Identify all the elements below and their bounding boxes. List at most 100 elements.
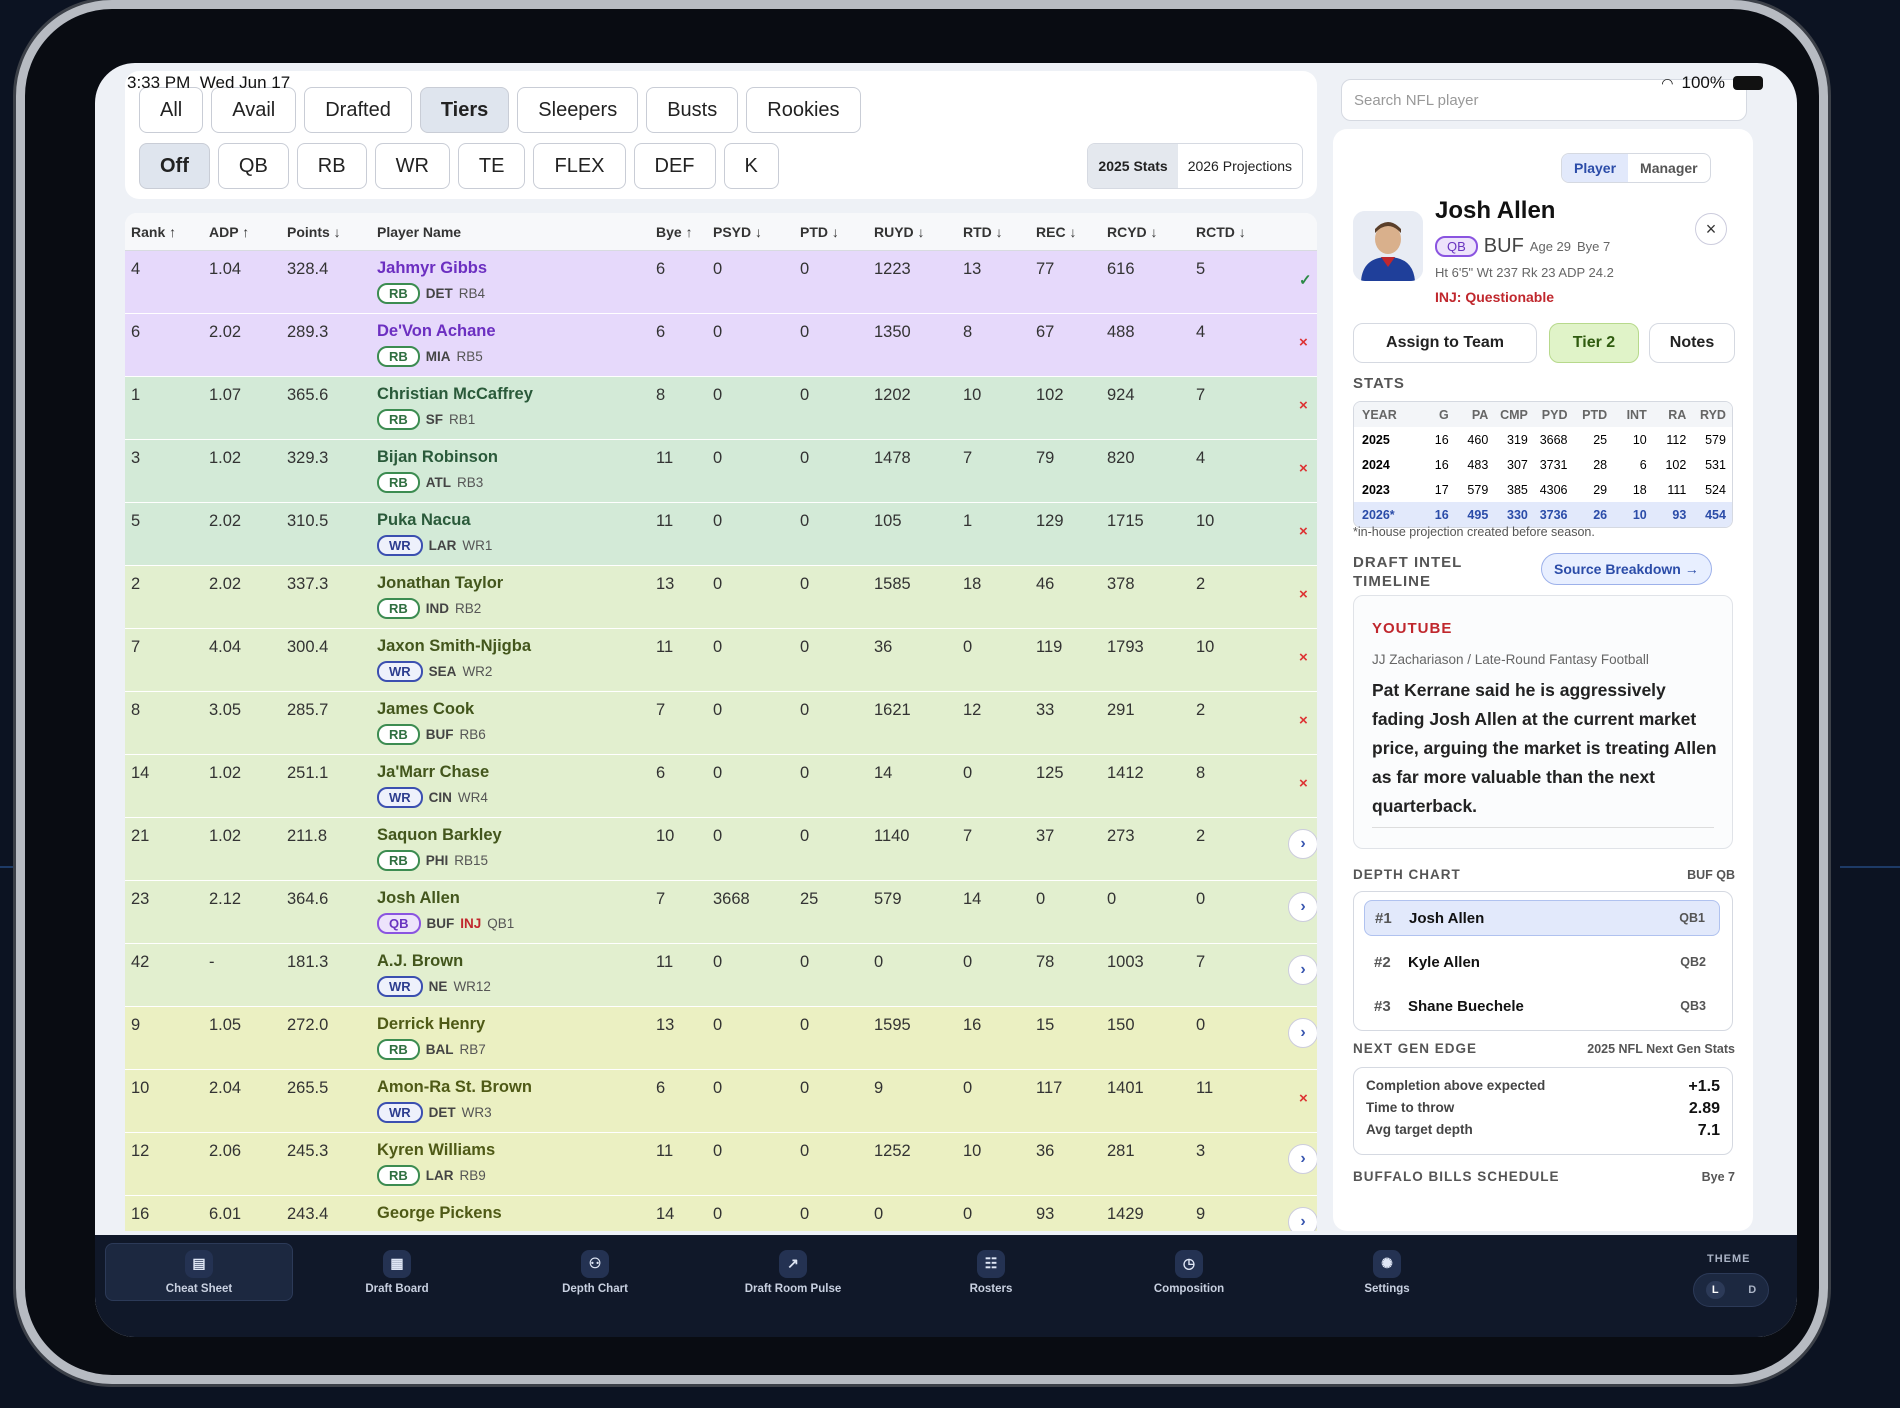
player-name-link[interactable]: Saquon Barkley (377, 826, 502, 844)
player-name-link[interactable]: Jahmyr Gibbs (377, 259, 488, 277)
player-name-link[interactable]: Jaxon Smith-Njigba (377, 637, 532, 655)
table-row[interactable]: 9 1.05 272.0 13 0 0 1595 16 15 150 0 Derrick Henry R… (125, 1007, 1317, 1070)
position-chip-def[interactable]: DEF (633, 143, 716, 189)
chip-drafted[interactable]: Drafted (304, 87, 412, 133)
nav-draft-board[interactable]: ▦ Draft Board (303, 1243, 491, 1301)
header-rtd[interactable]: RTD ↓ (963, 224, 1003, 240)
header-rctd[interactable]: RCTD ↓ (1196, 224, 1246, 240)
player-name-link[interactable]: Christian McCaffrey (377, 385, 533, 403)
position-chip-rb[interactable]: RB (296, 143, 367, 189)
cell-psyd: 0 (713, 953, 723, 971)
open-player-chevron-icon[interactable]: › (1288, 829, 1317, 859)
search-input[interactable]: Search NFL player (1341, 79, 1747, 121)
chip-rookies[interactable]: Rookies (746, 87, 861, 133)
source-breakdown-button[interactable]: Source Breakdown → (1541, 553, 1712, 585)
table-row[interactable]: 10 2.04 265.5 6 0 0 9 0 117 1401 11 Amon-Ra St. Bro… (125, 1070, 1317, 1133)
nav-cheat-sheet[interactable]: ▤ Cheat Sheet (105, 1243, 293, 1301)
close-button[interactable]: × (1695, 213, 1727, 245)
table-row[interactable]: 8 3.05 285.7 7 0 0 1621 12 33 291 2 James Cook RB BUF… (125, 692, 1317, 755)
nav-settings[interactable]: ✺ Settings (1293, 1243, 1481, 1301)
nav-depth-chart[interactable]: ⚇ Depth Chart (501, 1243, 689, 1301)
notes-button[interactable]: Notes (1649, 323, 1735, 363)
table-row[interactable]: 12 2.06 245.3 11 0 0 1252 10 36 281 3 Kyren William… (125, 1133, 1317, 1196)
player-name-link[interactable]: Bijan Robinson (377, 448, 498, 466)
chip-sleepers[interactable]: Sleepers (517, 87, 639, 133)
player-name-link[interactable]: Ja'Marr Chase (377, 763, 490, 781)
position-chip-k[interactable]: K (723, 143, 779, 189)
table-row[interactable]: 7 4.04 300.4 11 0 0 36 0 119 1793 10 Jaxon Smith-Nj… (125, 629, 1317, 692)
header-adp[interactable]: ADP ↑ (209, 224, 250, 240)
player-name-link[interactable]: Amon-Ra St. Brown (377, 1078, 532, 1096)
toggle-2025-stats[interactable]: 2025 Stats (1088, 144, 1178, 188)
header-ptd[interactable]: PTD ↓ (800, 224, 839, 240)
chip-busts[interactable]: Busts (646, 87, 739, 133)
player-name-link[interactable]: Josh Allen (377, 889, 460, 907)
table-row[interactable]: 6 2.02 289.3 6 0 0 1350 8 67 488 4 De'Von Achane RB M… (125, 314, 1317, 377)
open-player-chevron-icon[interactable]: › (1288, 1018, 1317, 1048)
remove-icon[interactable]: × (1299, 586, 1308, 603)
header-bye[interactable]: Bye ↑ (656, 224, 693, 240)
remove-icon[interactable]: × (1299, 712, 1308, 729)
depth-chart-item[interactable]: #2 Kyle Allen QB2 (1364, 944, 1720, 980)
depth-chart-item[interactable]: #1 Josh Allen QB1 (1364, 900, 1720, 936)
position-chip-flex[interactable]: FLEX (533, 143, 626, 189)
table-row[interactable]: 42 - 181.3 11 0 0 0 0 78 1003 7 A.J. Brown WR NE WR12 › (125, 944, 1317, 1007)
remove-icon[interactable]: × (1299, 460, 1308, 477)
theme-light-option[interactable]: L (1705, 1281, 1725, 1299)
position-chip-qb[interactable]: QB (217, 143, 289, 189)
remove-icon[interactable]: × (1299, 397, 1308, 414)
chip-avail[interactable]: Avail (211, 87, 297, 133)
theme-toggle[interactable]: L D (1693, 1273, 1769, 1307)
player-name-link[interactable]: Puka Nacua (377, 511, 471, 529)
position-rank: RB1 (449, 412, 476, 427)
nav-draft-room-pulse[interactable]: ↗ Draft Room Pulse (699, 1243, 887, 1301)
header-rec[interactable]: REC ↓ (1036, 224, 1077, 240)
assign-to-team-button[interactable]: Assign to Team (1353, 323, 1537, 363)
tier-button[interactable]: Tier 2 (1549, 323, 1639, 363)
nav-composition[interactable]: ◷ Composition (1095, 1243, 1283, 1301)
header-psyd[interactable]: PSYD ↓ (713, 224, 763, 240)
remove-icon[interactable]: × (1299, 523, 1308, 540)
remove-icon[interactable]: × (1299, 1090, 1308, 1107)
open-player-chevron-icon[interactable]: › (1288, 955, 1317, 985)
player-name-link[interactable]: George Pickens (377, 1204, 502, 1222)
header-rank[interactable]: Rank ↑ (131, 224, 177, 240)
drafted-check-icon[interactable]: ✓ (1299, 272, 1312, 289)
table-row[interactable]: 23 2.12 364.6 7 3668 25 579 14 0 0 0 Josh Allen QB BU… (125, 881, 1317, 944)
table-row[interactable]: 1 1.07 365.6 8 0 0 1202 10 102 924 7 Christian McCa… (125, 377, 1317, 440)
header-player-name[interactable]: Player Name (377, 224, 462, 240)
remove-icon[interactable]: × (1299, 334, 1308, 351)
theme-dark-option[interactable]: D (1748, 1284, 1757, 1296)
player-name-link[interactable]: James Cook (377, 700, 475, 718)
position-chip-off[interactable]: Off (139, 143, 210, 189)
player-name-link[interactable]: Derrick Henry (377, 1015, 486, 1033)
nav-rosters[interactable]: ☷ Rosters (897, 1243, 1085, 1301)
tab-player[interactable]: Player (1562, 154, 1629, 182)
table-row[interactable]: 5 2.02 310.5 11 0 0 105 1 129 1715 10 Puka Nacua WR L… (125, 503, 1317, 566)
table-row[interactable]: 4 1.04 328.4 6 0 0 1223 13 77 616 5 Jahmyr Gibbs RB D… (125, 251, 1317, 314)
header-rcyd[interactable]: RCYD ↓ (1107, 224, 1158, 240)
chip-tiers[interactable]: Tiers (419, 87, 510, 133)
open-player-chevron-icon[interactable]: › (1288, 1207, 1317, 1231)
depth-chart-item[interactable]: #3 Shane Buechele QB3 (1364, 988, 1720, 1024)
remove-icon[interactable]: × (1299, 775, 1308, 792)
player-name-link[interactable]: Jonathan Taylor (377, 574, 504, 592)
table-row[interactable]: 14 1.02 251.1 6 0 0 14 0 125 1412 8 Ja'Marr Chase WR… (125, 755, 1317, 818)
toggle-2026-projections[interactable]: 2026 Projections (1187, 158, 1292, 174)
player-name-link[interactable]: De'Von Achane (377, 322, 496, 340)
table-row[interactable]: 16 6.01 243.4 14 0 0 0 0 93 1429 9 George Pickens › (125, 1196, 1317, 1231)
player-name-link[interactable]: A.J. Brown (377, 952, 464, 970)
header-ruyd[interactable]: RUYD ↓ (874, 224, 925, 240)
open-player-chevron-icon[interactable]: › (1288, 1144, 1317, 1174)
header-points[interactable]: Points ↓ (287, 224, 341, 240)
player-name-link[interactable]: Kyren Williams (377, 1141, 496, 1159)
chip-all[interactable]: All (139, 87, 204, 133)
tab-manager[interactable]: Manager (1640, 160, 1698, 176)
position-chip-wr[interactable]: WR (374, 143, 450, 189)
remove-icon[interactable]: × (1299, 649, 1308, 666)
position-chip-te[interactable]: TE (457, 143, 526, 189)
table-row[interactable]: 3 1.02 329.3 11 0 0 1478 7 79 820 4 Bijan Robinson R… (125, 440, 1317, 503)
table-row[interactable]: 21 1.02 211.8 10 0 0 1140 7 37 273 2 Saquon Barkley… (125, 818, 1317, 881)
open-player-chevron-icon[interactable]: › (1288, 892, 1317, 922)
table-row[interactable]: 2 2.02 337.3 13 0 0 1585 18 46 378 2 Jonathan Taylo… (125, 566, 1317, 629)
